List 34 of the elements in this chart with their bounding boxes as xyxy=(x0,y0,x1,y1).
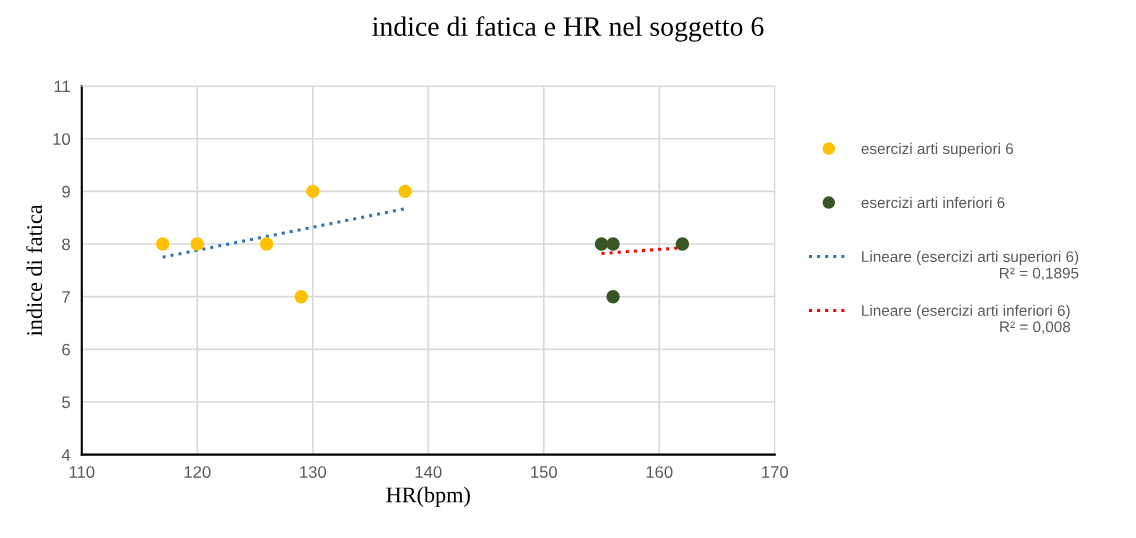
chart-title: indice di fatica e HR nel soggetto 6 xyxy=(372,16,764,42)
point xyxy=(259,237,274,251)
x-tick-label: 160 xyxy=(646,466,673,478)
y-tick-label: 9 xyxy=(62,185,70,198)
legend-label: Lineare (esercizi arti superiori 6) xyxy=(862,250,1079,266)
point xyxy=(294,289,308,304)
point xyxy=(155,237,170,251)
legend-label: Lineare (esercizi arti inferiori 6) xyxy=(862,304,1070,319)
x-tick-label: 140 xyxy=(415,466,442,478)
x-tick-label: 150 xyxy=(531,466,558,478)
y-tick-label: 7 xyxy=(62,291,70,303)
y-tick-label: 8 xyxy=(62,238,70,251)
point xyxy=(398,184,412,199)
x-tick-label: 110 xyxy=(69,466,95,478)
x-tick-label: 120 xyxy=(184,466,211,478)
x-axis-title: HR(bpm) xyxy=(386,486,470,507)
point xyxy=(190,237,204,251)
x-tick-label: 170 xyxy=(762,466,789,478)
x-tick-label: 130 xyxy=(300,466,327,478)
y-tick-label: 4 xyxy=(61,449,71,461)
y-tick-label: 10 xyxy=(53,133,71,145)
text: R² = 0,008 xyxy=(1000,321,1071,335)
legend-label: esercizi arti inferiori 6 xyxy=(861,196,1005,209)
y-axis-title: indice di fatica xyxy=(26,204,43,336)
y-tick-label: 6 xyxy=(62,343,70,356)
point xyxy=(594,237,609,251)
text: R² = 0,1895 xyxy=(1000,267,1079,281)
point xyxy=(606,237,620,251)
legend-label: esercizi arti superiori 6 xyxy=(861,142,1014,158)
point xyxy=(675,237,690,251)
point xyxy=(306,184,320,199)
y-tick-label: 11 xyxy=(54,80,70,93)
y-tick-label: 5 xyxy=(62,396,70,409)
point xyxy=(606,289,620,304)
